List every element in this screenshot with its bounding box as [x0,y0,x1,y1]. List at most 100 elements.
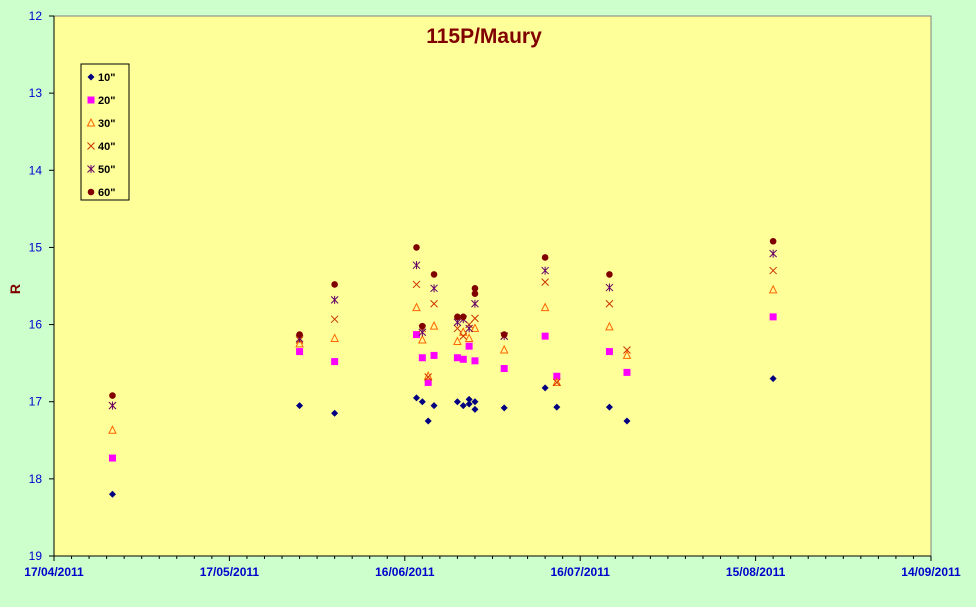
data-point [429,320,439,330]
data-point [471,405,479,413]
data-marks [108,237,778,498]
data-point [109,392,116,399]
data-point [470,323,480,332]
y-axis-label: R [7,284,23,294]
data-point [622,350,632,359]
legend-marker [87,96,95,104]
data-point [108,401,117,410]
x-tick-labels: 17/04/2011 17/05/2011 16/06/2011 16/07/2011… [24,565,961,579]
data-point [424,378,432,386]
data-point [413,244,420,251]
data-point [541,266,549,275]
data-point [768,284,778,294]
data-point [465,400,473,408]
data-point [412,280,421,289]
data-point [108,454,116,462]
data-point [553,403,561,411]
data-point [418,334,427,344]
data-point [471,285,479,292]
data-point [459,402,467,410]
legend-item: 20" [87,95,115,107]
data-point [295,338,304,348]
data-point [453,354,461,362]
series-3 [108,284,778,434]
legend-marker [86,117,96,127]
data-point [453,398,461,406]
legend-marker [87,165,95,173]
legend-marker [87,73,95,81]
x-tick-label: 17/05/2011 [200,565,260,579]
data-point [453,324,462,333]
chart-title: 115P/Maury [426,25,542,48]
x-tick-label: 14/09/2011 [901,565,961,579]
data-point [412,261,421,270]
legend-label: 60" [98,187,115,199]
legend-label: 50" [98,164,115,176]
data-point [108,425,117,434]
y-tick-label: 15 [29,240,43,254]
data-point [331,358,339,366]
plot-area [53,15,932,557]
data-point [605,403,613,411]
data-point [418,354,426,362]
data-point [459,313,467,321]
x-tick-label: 16/06/2011 [375,565,435,579]
data-point [418,328,427,337]
y-tick-label: 16 [29,318,43,332]
y-tick-label: 19 [29,549,43,563]
legend-item: 10" [87,72,115,84]
legend-box [80,63,130,201]
data-point [769,249,777,258]
data-point [412,394,420,402]
series-6 [109,237,777,399]
data-point [499,344,509,354]
data-point [471,357,479,365]
data-point [424,417,432,425]
data-point [331,281,338,288]
data-point [471,398,479,406]
data-point [430,284,438,293]
data-point [605,348,613,356]
legend-item: 30" [86,117,115,130]
data-point [430,351,438,359]
data-point [500,404,508,412]
legend-label: 30" [98,118,115,130]
data-point [418,398,426,406]
data-point [430,402,438,410]
legend-label: 20" [98,95,115,107]
data-point [553,372,561,380]
legend-item: 40" [87,141,115,153]
data-point [471,314,479,323]
x-tick-label: 16/07/2011 [550,565,610,579]
data-point [623,417,631,425]
data-point [541,278,549,286]
legend-item: 60" [87,187,115,199]
x-tick-label: 15/08/2011 [726,565,786,579]
data-point [540,302,550,312]
data-point [606,271,613,278]
data-point [296,402,304,410]
data-point [296,348,304,356]
legend-marker [87,142,95,150]
data-point [769,375,777,383]
data-point [454,313,461,321]
data-point [458,327,468,336]
series-2 [108,313,777,462]
legend-label: 10" [98,72,115,84]
data-point [769,266,777,275]
data-point [552,377,562,386]
data-point [623,368,631,376]
y-tick-labels: 12 13 14 15 16 17 18 19 [29,9,43,563]
data-point [623,346,631,354]
data-point [424,373,433,381]
data-point [330,333,339,342]
data-point [605,321,614,331]
axis-ticks [49,15,932,561]
data-point [296,331,303,338]
legend-item: 50" [87,164,115,176]
legend-marker [87,188,95,196]
data-point [330,315,339,324]
data-point [541,254,549,261]
series-1 [108,375,777,498]
